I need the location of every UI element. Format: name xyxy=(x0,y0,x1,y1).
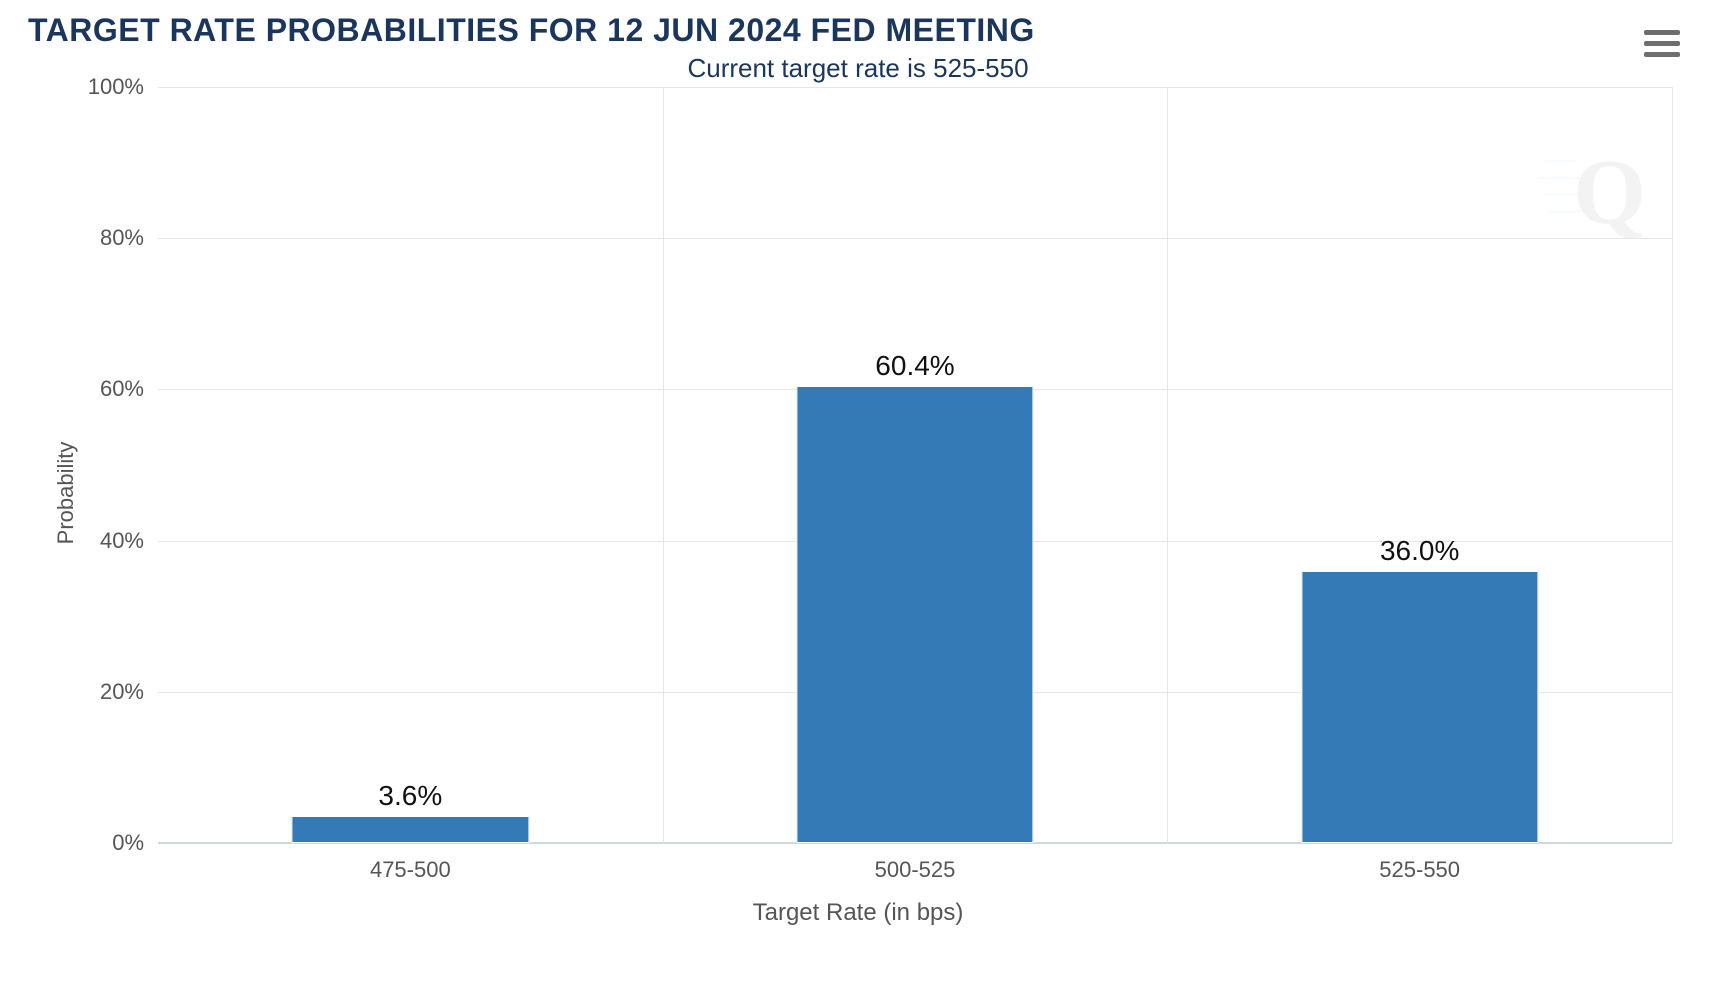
bar-rect xyxy=(292,816,529,843)
y-tick-label: 40% xyxy=(100,528,158,554)
x-axis-label: Target Rate (in bps) xyxy=(753,899,964,927)
x-tick-label: 525-550 xyxy=(1379,843,1460,883)
bar-rect xyxy=(796,386,1033,843)
svg-text:Q: Q xyxy=(1573,141,1646,244)
y-tick-label: 100% xyxy=(88,74,158,100)
y-tick-label: 20% xyxy=(100,679,158,705)
bar-value-label: 36.0% xyxy=(1380,535,1459,567)
y-tick-label: 80% xyxy=(100,225,158,251)
bar[interactable]: 36.0% xyxy=(1301,535,1538,843)
x-tick-label: 475-500 xyxy=(370,843,451,883)
y-axis-label: Probability xyxy=(53,442,79,545)
bar-value-label: 3.6% xyxy=(378,780,442,812)
x-tick-label: 500-525 xyxy=(875,843,956,883)
plot-area: Q 0%20%40%60%80%100%3.6%475-50060.4%500-… xyxy=(158,87,1672,843)
menu-bar xyxy=(1644,41,1680,46)
vgridline xyxy=(663,87,664,843)
y-tick-label: 60% xyxy=(100,376,158,402)
chart-body: Current target rate is 525-550 Probabili… xyxy=(28,53,1688,933)
bar-value-label: 60.4% xyxy=(875,350,954,382)
menu-bar xyxy=(1644,30,1680,35)
chart-container: TARGET RATE PROBABILITIES FOR 12 JUN 202… xyxy=(0,0,1716,988)
chart-title: TARGET RATE PROBABILITIES FOR 12 JUN 202… xyxy=(28,12,1688,49)
vgridline xyxy=(1167,87,1168,843)
vgridline xyxy=(1672,87,1673,843)
bar[interactable]: 3.6% xyxy=(292,780,529,843)
chart-subtitle: Current target rate is 525-550 xyxy=(28,53,1688,84)
y-tick-label: 0% xyxy=(112,830,158,856)
bar[interactable]: 60.4% xyxy=(796,350,1033,843)
gridline xyxy=(158,238,1672,239)
bar-rect xyxy=(1301,571,1538,843)
gridline xyxy=(158,87,1672,88)
